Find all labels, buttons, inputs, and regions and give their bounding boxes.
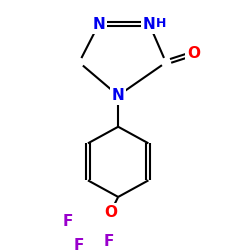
- Text: H: H: [156, 17, 166, 30]
- Text: N: N: [92, 17, 105, 32]
- Text: F: F: [103, 234, 114, 249]
- Text: O: O: [187, 46, 200, 61]
- Text: F: F: [74, 238, 84, 250]
- Text: N: N: [143, 17, 156, 32]
- Text: O: O: [104, 205, 117, 220]
- Text: F: F: [62, 214, 73, 229]
- Text: N: N: [112, 88, 124, 103]
